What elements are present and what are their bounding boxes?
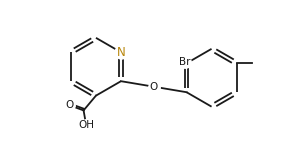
Text: Br: Br (179, 57, 191, 67)
Text: O: O (150, 82, 158, 92)
Text: O: O (65, 100, 74, 110)
Text: N: N (117, 46, 125, 59)
Text: OH: OH (78, 120, 94, 130)
